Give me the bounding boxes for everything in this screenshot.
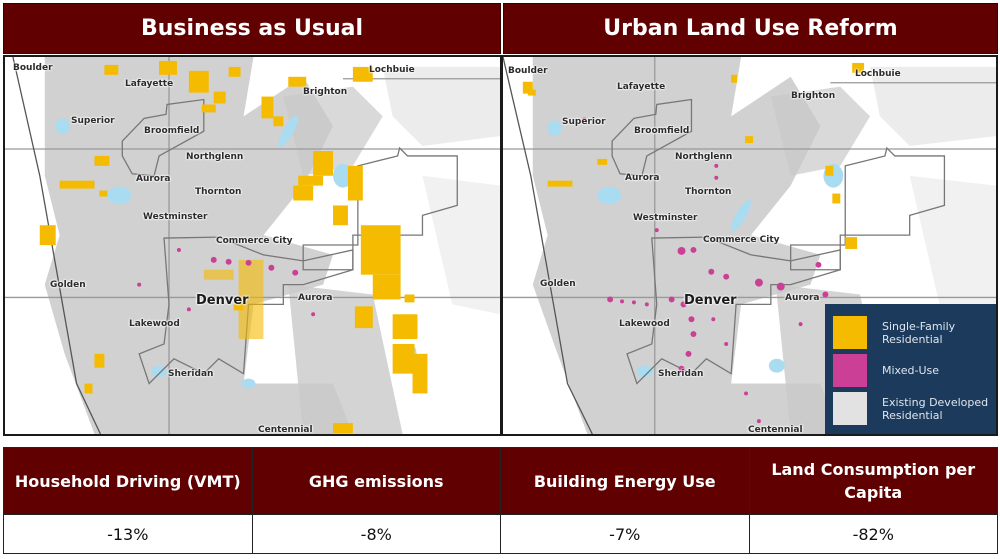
city-label-superior: Superior [562,117,606,127]
mixed-use-swatch [833,354,867,387]
map-canvas-bau [5,57,500,434]
city-label-northglenn: Northglenn [186,152,244,162]
city-label-aurora: Aurora [785,293,820,303]
city-label-westminster: Westminster [143,212,208,222]
city-label-westminster: Westminster [633,213,698,223]
table-header-row: Household Driving (VMT) GHG emissions Bu… [3,447,998,515]
city-label-boulder: Boulder [13,63,53,73]
city-label-northglenn: Northglenn [675,152,733,162]
header-household-driving: Household Driving (VMT) [3,447,253,515]
city-label-thornton: Thornton [195,187,242,197]
city-label-brighton: Brighton [791,91,836,101]
city-label-golden: Golden [50,280,86,290]
legend-label-line2: Residential [882,408,943,422]
header-land-consumption: Land Consumption per Capita [748,447,998,515]
header-ghg-emissions: GHG emissions [251,447,501,515]
header-building-energy: Building Energy Use [500,447,750,515]
city-label-broomfield: Broomfield [144,126,200,136]
value-household-driving: -13% [3,514,253,554]
city-label-aurora: Aurora [298,293,333,303]
map-urban-land-use-reform: Boulder Lafayette Lochbuie Brighton Superior… [501,55,998,436]
impact-metrics-table: Household Driving (VMT) GHG emissions Bu… [3,447,998,554]
city-label-centennial: Centennial [258,425,313,435]
city-label-lafayette: Lafayette [125,79,174,89]
city-label-centennial: Centennial [748,425,803,435]
city-label-lochbuie: Lochbuie [855,69,901,79]
legend-label-line1: Single-Family [882,319,956,333]
city-label-sheridan: Sheridan [658,369,704,379]
city-label-lafayette: Lafayette [617,82,666,92]
panel-title-business-as-usual: Business as Usual [3,3,501,54]
value-ghg-emissions: -8% [251,514,501,554]
legend-label-line2: Residential [882,332,943,346]
table-row: -13% -8% -7% -82% [3,514,998,554]
legend-item-mixed-use: Mixed-Use [833,352,992,389]
city-label-commerce-city: Commerce City [703,235,780,245]
panel-title-urban-land-use-reform: Urban Land Use Reform [503,3,998,54]
value-building-energy: -7% [500,514,750,554]
legend-item-existing-developed: Existing Developed Residential [833,390,992,427]
city-label-sheridan: Sheridan [168,369,214,379]
city-label-aurora: Aurora [625,173,660,183]
city-label-golden: Golden [540,279,576,289]
city-label-lakewood: Lakewood [619,319,670,329]
single-family-layer [522,62,865,249]
map-business-as-usual: Boulder Lafayette Lochbuie Brighton Superior… [3,55,501,436]
city-label-broomfield: Broomfield [634,126,690,136]
city-label-superior: Superior [71,116,115,126]
city-label-denver: Denver [684,293,737,308]
city-label-lakewood: Lakewood [129,319,180,329]
value-land-consumption: -82% [748,514,998,554]
mixed-use-layer [582,117,833,424]
existing-developed-swatch [833,392,867,425]
city-label-brighton: Brighton [303,87,348,97]
map-legend: Single-Family Residential Mixed-Use Exis… [825,304,996,434]
legend-item-single-family: Single-Family Residential [833,314,992,351]
single-family-swatch [833,316,867,349]
city-label-denver: Denver [196,293,249,308]
boundaries [503,57,996,434]
city-label-aurora: Aurora [136,174,171,184]
city-label-commerce-city: Commerce City [216,236,293,246]
city-label-boulder: Boulder [508,66,548,76]
city-label-lochbuie: Lochbuie [369,65,415,75]
legend-label-line1: Mixed-Use [882,364,939,377]
single-family-layer [39,60,428,434]
single-family-dense-denver [203,259,264,340]
mixed-use-layer [137,247,316,317]
city-label-thornton: Thornton [685,187,732,197]
legend-label-line1: Existing Developed [882,395,989,409]
